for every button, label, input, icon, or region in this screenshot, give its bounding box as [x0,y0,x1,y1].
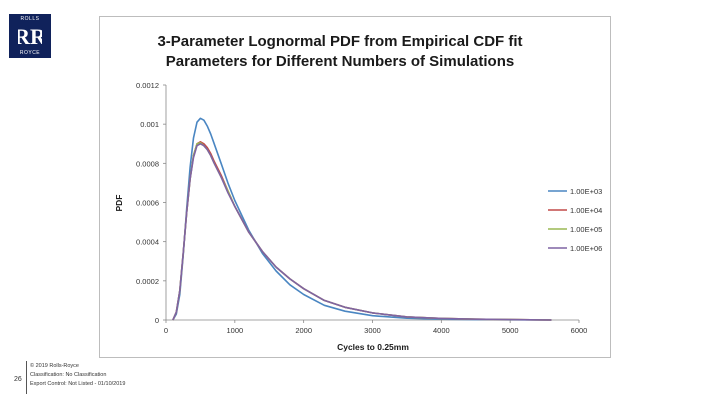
x-tick-label: 3000 [364,326,381,335]
chart-title-line-1: 3-Parameter Lognormal PDF from Empirical… [157,33,522,50]
slide-number: 26 [14,376,22,383]
chart-title-line-2: Parameters for Different Numbers of Simu… [166,53,514,70]
x-tick-label: 4000 [433,326,450,335]
x-axis-label: Cycles to 0.25mm [337,342,409,352]
y-tick-label: 0.0006 [136,199,159,208]
rr-monogram-icon: RR [18,24,42,49]
legend-label-1: 1.00E+03 [570,187,602,196]
x-tick-label: 5000 [502,326,519,335]
series-line-1 [172,117,552,321]
x-tick-label: 0 [164,326,168,335]
footer-export-control: Export Control: Not Listed - 01/10/2019 [30,381,126,387]
y-tick-label: 0.0012 [136,81,159,90]
series-line-4 [172,143,552,321]
legend-label-4: 1.00E+06 [570,244,602,253]
y-tick-label: 0.0008 [136,159,159,168]
y-tick-label: 0.001 [140,120,159,129]
y-axis-label: PDF [114,195,124,212]
rolls-royce-logo: ROLLS RR ROYCE [9,14,51,58]
footer-divider [26,361,27,394]
footer-copyright: © 2019 Rolls-Royce [30,363,79,369]
y-tick-label: 0.0002 [136,277,159,286]
chart-area: 3-Parameter Lognormal PDF from Empirical… [99,16,611,358]
logo-monogram: RR [18,24,42,49]
y-tick-label: 0 [155,316,159,325]
x-tick-label: 1000 [226,326,243,335]
series-line-2 [172,141,552,321]
footer-classification: Classification: No Classification [30,372,107,378]
y-tick-label: 0.0004 [136,238,159,247]
lognormal-pdf-chart: 3-Parameter Lognormal PDF from Empirical… [114,33,602,352]
legend-label-3: 1.00E+05 [570,225,602,234]
x-tick-label: 2000 [295,326,312,335]
x-tick-label: 6000 [571,326,588,335]
footer-text: © 2019 Rolls-Royce Classification: No Cl… [30,362,125,389]
logo-top-text: ROLLS [20,16,40,22]
legend-label-2: 1.00E+04 [570,206,602,215]
series-line-3 [172,142,552,321]
logo-bottom-text: ROYCE [19,50,41,56]
